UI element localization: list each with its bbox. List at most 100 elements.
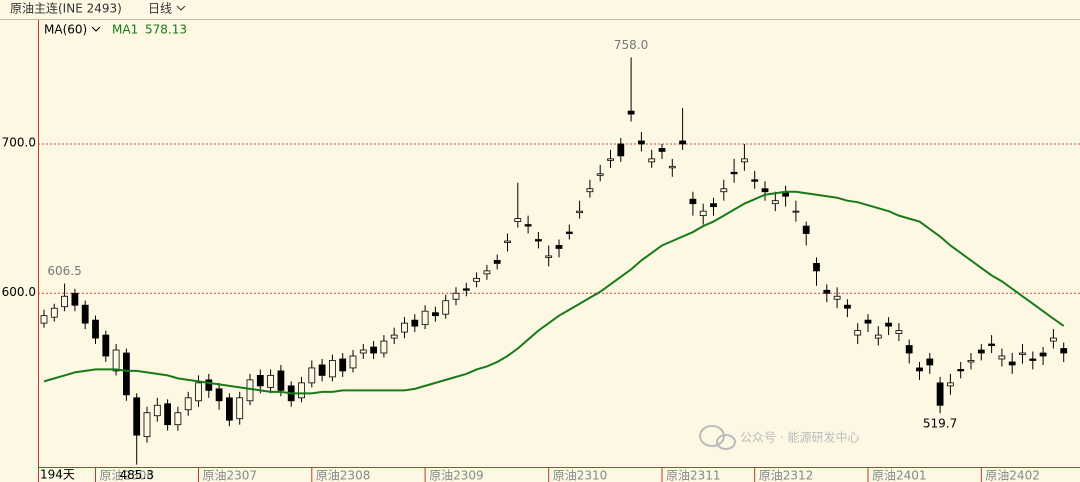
watermark-icon <box>699 425 736 450</box>
x-tick-label: 原油2306 <box>100 469 155 482</box>
candle-body <box>844 304 851 309</box>
candle-body <box>380 340 388 354</box>
candle-body <box>1008 361 1016 366</box>
candle-body <box>771 200 779 205</box>
legend-value: 578.13 <box>145 23 187 37</box>
watermark: 公众号 · 能源研发中心 <box>740 430 859 445</box>
candle-body <box>102 334 110 357</box>
candle-body <box>246 379 254 402</box>
candle-body <box>998 355 1006 360</box>
candle-body <box>555 245 563 249</box>
candle-body <box>730 171 738 175</box>
candle-body <box>916 367 923 372</box>
candle-body <box>545 255 553 258</box>
candle-body <box>442 300 450 315</box>
candle-body <box>133 397 141 436</box>
candle-body <box>483 270 491 275</box>
candle-body <box>565 231 573 234</box>
candle-body <box>112 349 120 372</box>
candle-body <box>576 210 583 214</box>
candle-body <box>92 319 99 339</box>
ma-line <box>43 190 1065 395</box>
candle-body <box>813 263 820 272</box>
candle-body <box>339 358 347 372</box>
candle-body <box>761 188 769 193</box>
candle-body <box>699 210 707 217</box>
candle-body <box>411 319 419 327</box>
candle-body <box>679 140 686 145</box>
candle-body <box>370 346 378 354</box>
candle-body <box>648 158 656 163</box>
day-count: 194天 <box>40 468 75 482</box>
legend-name: MA1 <box>112 23 138 37</box>
candle-body <box>390 334 398 339</box>
candle-body <box>638 140 645 145</box>
candle-body <box>256 375 264 387</box>
candle-body <box>1029 358 1037 361</box>
candle-body <box>225 397 233 421</box>
extreme-label: 519.7 <box>923 417 957 431</box>
candle-body <box>802 225 810 234</box>
candle-body <box>751 179 759 182</box>
candle-body <box>174 412 182 426</box>
candle-body <box>988 343 995 346</box>
candle-body <box>710 203 717 208</box>
candle-body <box>123 352 130 396</box>
candle-body <box>462 288 470 291</box>
candle-body <box>504 240 511 243</box>
extreme-label: 606.5 <box>47 264 81 278</box>
candle-body <box>308 367 316 384</box>
x-tick-label: 原油2311 <box>666 469 721 482</box>
candle-body <box>431 312 439 317</box>
candle-body <box>720 188 728 193</box>
candle-body <box>926 358 934 366</box>
candle-body <box>792 210 800 213</box>
candle-body <box>205 379 213 391</box>
candle-body <box>947 382 954 387</box>
period-caret[interactable] <box>176 5 186 11</box>
candle-body <box>401 322 408 333</box>
x-tick-label: 原油2402 <box>985 469 1040 482</box>
candle-body <box>586 188 594 193</box>
candle-body <box>524 224 532 227</box>
candle-body <box>957 369 965 372</box>
candle-body <box>967 360 975 363</box>
candle-body <box>905 345 913 354</box>
candle-body <box>215 388 223 402</box>
candle-body <box>349 355 357 369</box>
candle-body <box>164 403 172 426</box>
candle-body <box>61 295 68 308</box>
candle-body <box>627 110 635 115</box>
candle-body <box>40 315 48 324</box>
x-tick-label: 原油2312 <box>759 469 814 482</box>
candle-body <box>668 165 676 169</box>
candle-body <box>895 330 903 334</box>
x-tick-label: 原油2309 <box>429 469 484 482</box>
candle-body <box>823 289 831 294</box>
indicator-caret[interactable] <box>91 26 101 32</box>
candle-body <box>421 310 429 326</box>
y-tick-label: 600.0 <box>2 285 36 299</box>
candle-body <box>1039 352 1047 357</box>
x-tick-label: 原油2307 <box>203 469 258 482</box>
candle-body <box>977 349 985 354</box>
extreme-label: 485.3 <box>120 468 154 482</box>
candle-body <box>854 330 862 336</box>
y-tick-label: 700.0 <box>2 135 36 149</box>
candle-body <box>50 307 58 318</box>
candle-body <box>689 198 697 205</box>
candle-body <box>195 382 202 402</box>
candle-body <box>236 397 244 420</box>
candle-body <box>1019 352 1026 355</box>
x-tick-label: 原油2310 <box>553 469 608 482</box>
candle-body <box>833 295 841 300</box>
candle-body <box>617 143 625 157</box>
candle-body <box>473 277 481 282</box>
indicator-selector[interactable]: MA(60) <box>44 23 87 37</box>
candle-body <box>741 158 748 163</box>
header-title[interactable]: 原油主连(INE 2493) <box>10 1 122 16</box>
candle-body <box>71 292 79 306</box>
candle-body <box>452 292 460 300</box>
period-selector[interactable]: 日线 <box>148 2 172 16</box>
candle-body <box>885 322 892 327</box>
